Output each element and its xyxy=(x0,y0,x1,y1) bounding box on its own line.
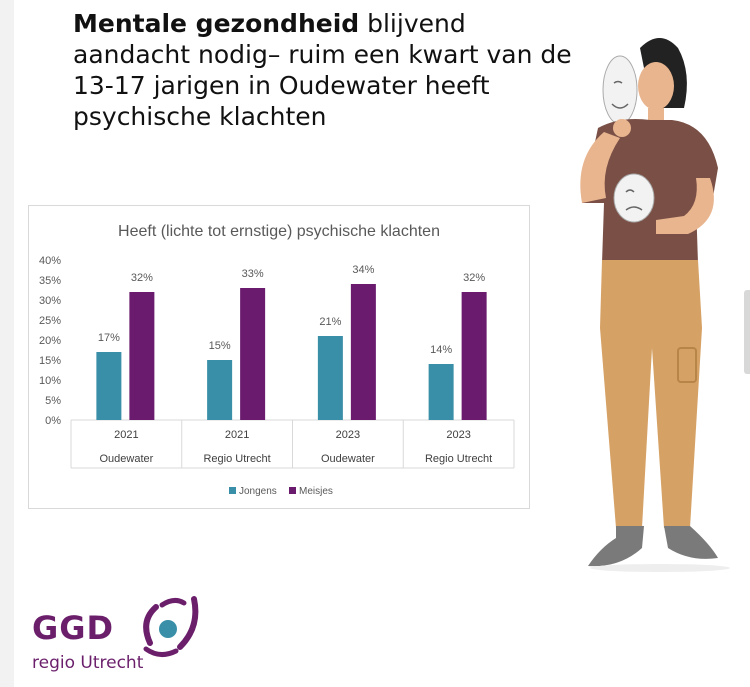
x-tick-region: Regio Utrecht xyxy=(425,453,492,465)
scroll-handle[interactable] xyxy=(744,290,750,374)
ggd-logo: GGD regio Utrecht xyxy=(28,585,208,680)
y-tick-label: 10% xyxy=(39,375,61,387)
bar-jongens-3 xyxy=(428,364,454,420)
girl-with-mask-illustration xyxy=(580,38,730,572)
left-edge-strip xyxy=(0,0,14,687)
y-tick-label: 15% xyxy=(39,355,61,367)
bar-meisjes-1 xyxy=(240,288,266,420)
bar-jongens-1 xyxy=(207,360,233,420)
x-tick-year: 2023 xyxy=(446,429,470,441)
bar-meisjes-3 xyxy=(461,292,487,420)
legend-swatch-meisjes xyxy=(289,487,296,494)
chart-container: Heeft (lichte tot ernstige) psychische k… xyxy=(28,205,530,509)
bar-chart: Heeft (lichte tot ernstige) psychische k… xyxy=(39,223,515,497)
x-tick-region: Regio Utrecht xyxy=(203,453,270,465)
data-label: 17% xyxy=(98,332,120,344)
y-tick-label: 20% xyxy=(39,335,61,347)
bar-meisjes-0 xyxy=(129,292,155,420)
y-tick-label: 35% xyxy=(39,275,61,287)
data-label: 34% xyxy=(352,264,374,276)
y-tick-label: 40% xyxy=(39,255,61,267)
data-label: 14% xyxy=(430,344,452,356)
y-tick-label: 30% xyxy=(39,295,61,307)
chart-title: Heeft (lichte tot ernstige) psychische k… xyxy=(118,223,440,240)
x-tick-region: Oudewater xyxy=(321,453,375,465)
ggd-logo-text: GGD xyxy=(32,609,115,647)
legend-swatch-jongens xyxy=(229,487,236,494)
headline: Mentale gezondheid blijvend aandacht nod… xyxy=(73,8,573,132)
ggd-logo-subtext: regio Utrecht xyxy=(32,653,144,673)
data-label: 32% xyxy=(463,272,485,284)
x-tick-year: 2021 xyxy=(114,429,138,441)
x-tick-year: 2021 xyxy=(225,429,249,441)
bar-jongens-2 xyxy=(317,336,343,420)
headline-bold: Mentale gezondheid xyxy=(73,9,360,38)
data-label: 21% xyxy=(319,316,341,328)
x-tick-year: 2023 xyxy=(336,429,360,441)
data-label: 33% xyxy=(242,268,264,280)
bar-meisjes-2 xyxy=(350,284,376,420)
y-tick-label: 5% xyxy=(45,395,61,407)
x-tick-region: Oudewater xyxy=(99,453,153,465)
bar-jongens-0 xyxy=(96,352,122,420)
ggd-logo-mark-icon xyxy=(143,596,199,657)
headline-rest: blijvend aandacht nodig– ruim een kwart … xyxy=(73,9,572,131)
data-label: 32% xyxy=(131,272,153,284)
legend-label-meisjes: Meisjes xyxy=(299,486,333,497)
legend-label-jongens: Jongens xyxy=(239,486,277,497)
y-tick-label: 0% xyxy=(45,415,61,427)
data-label: 15% xyxy=(209,340,231,352)
y-tick-label: 25% xyxy=(39,315,61,327)
